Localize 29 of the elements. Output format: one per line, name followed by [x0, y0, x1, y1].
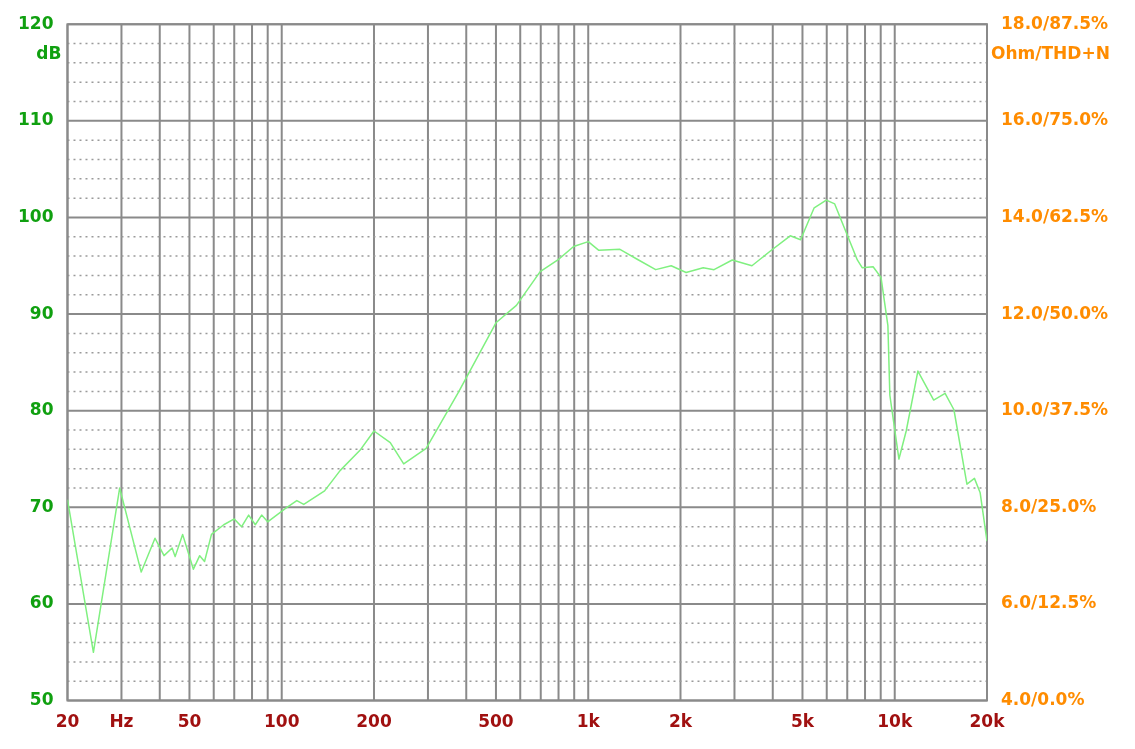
y2-axis-title: Ohm/THD+N: [991, 42, 1110, 63]
x-tick-label: 1k: [576, 711, 601, 732]
y-tick-label: 110: [17, 109, 54, 130]
x-tick-label: 2k: [668, 711, 693, 732]
x-tick-label: 20: [55, 711, 80, 732]
x-tick-label: 200: [356, 711, 392, 732]
text: 8.0/25.0%: [1001, 495, 1097, 516]
y-tick-label: 60: [29, 592, 54, 613]
x-tick-label: 10k: [877, 711, 913, 732]
text: 4.0/0.0%: [1001, 689, 1085, 710]
y-tick-label: 70: [29, 495, 54, 516]
x-tick-label: 5k: [790, 711, 815, 732]
x-tick-label: 100: [263, 711, 300, 732]
y-tick-label: 90: [29, 302, 54, 323]
y-tick-label: 80: [29, 399, 54, 420]
y-tick-label: 100: [17, 205, 54, 226]
text: 18.0/87.5%: [1001, 12, 1109, 33]
x-tick-label: 500: [478, 711, 514, 732]
text: 14.0/62.5%: [1001, 205, 1109, 226]
text: 10.0/37.5%: [1001, 399, 1109, 420]
x-tick-label: Hz: [109, 711, 134, 732]
text: 12.0/50.0%: [1001, 302, 1109, 323]
y-tick-label: 120: [17, 12, 54, 33]
x-tick-label: 50: [177, 711, 202, 732]
y-tick-label: 50: [29, 689, 54, 710]
y-axis-title: dB: [36, 42, 62, 63]
text: 6.0/12.5%: [1001, 592, 1097, 613]
text: 16.0/75.0%: [1001, 109, 1109, 130]
x-tick-label: 20k: [969, 711, 1006, 732]
